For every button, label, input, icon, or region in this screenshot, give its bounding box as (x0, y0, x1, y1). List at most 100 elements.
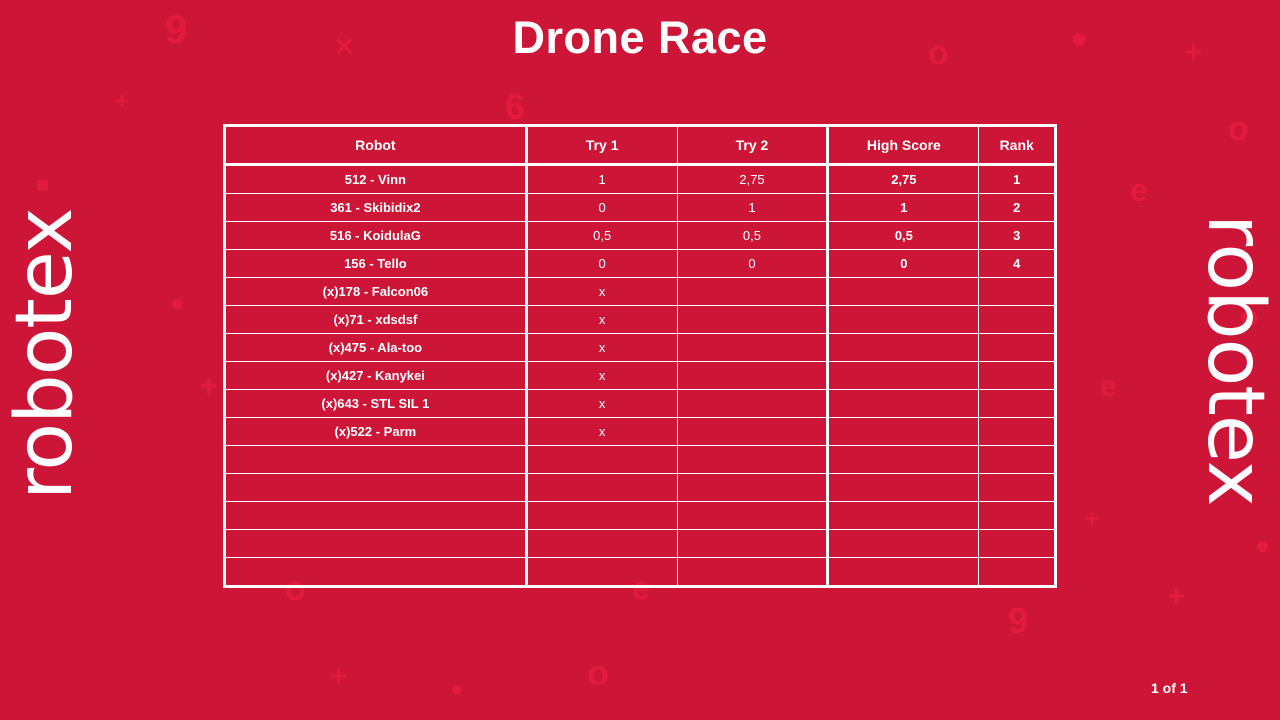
table-row: 512 - Vinn 1 2,75 2,75 1 (224, 164, 1056, 194)
cell-high-score (827, 277, 980, 306)
cell-rank (978, 473, 1056, 502)
cell-robot (224, 529, 528, 558)
cell-try2 (676, 557, 830, 587)
cell-try2 (676, 445, 830, 474)
cell-high-score (827, 445, 980, 474)
cell-try1: x (525, 361, 678, 390)
header-robot: Robot (224, 125, 528, 166)
cell-try2: 1 (676, 193, 830, 222)
table-row: (x)178 - Falcon06 x (224, 277, 1056, 306)
table-row (224, 445, 1056, 474)
table-row: (x)475 - Ala-too x (224, 333, 1056, 362)
cell-robot: 516 - KoidulaG (224, 221, 528, 250)
cell-high-score: 0,5 (827, 221, 980, 250)
table-row (224, 529, 1056, 558)
cell-robot (224, 501, 528, 530)
cell-high-score (827, 529, 980, 558)
cell-try1: 1 (525, 164, 678, 194)
cell-try1: 0 (525, 249, 678, 278)
cell-robot: (x)643 - STL SIL 1 (224, 389, 528, 418)
cell-try1 (525, 529, 678, 558)
cell-try2: 0,5 (676, 221, 830, 250)
cell-try1 (525, 501, 678, 530)
cell-try1: x (525, 389, 678, 418)
cell-try2: 2,75 (676, 164, 830, 194)
cell-try1 (525, 473, 678, 502)
cell-rank (978, 277, 1056, 306)
cell-high-score (827, 557, 980, 587)
cell-rank (978, 305, 1056, 334)
cell-try1: x (525, 417, 678, 446)
cell-rank (978, 333, 1056, 362)
header-rank: Rank (978, 125, 1056, 166)
cell-robot: 361 - Skibidix2 (224, 193, 528, 222)
cell-rank (978, 557, 1056, 587)
table-row: 156 - Tello 0 0 0 4 (224, 249, 1056, 278)
cell-robot: (x)475 - Ala-too (224, 333, 528, 362)
cell-rank (978, 445, 1056, 474)
cell-high-score: 0 (827, 249, 980, 278)
cell-try2 (676, 361, 830, 390)
cell-rank: 4 (978, 249, 1056, 278)
table-row (224, 473, 1056, 502)
header-try1: Try 1 (525, 125, 678, 166)
cell-high-score (827, 361, 980, 390)
cell-rank (978, 361, 1056, 390)
table-row: (x)522 - Parm x (224, 417, 1056, 446)
robotex-logo-left: robotex (0, 208, 90, 500)
table-row (224, 557, 1056, 587)
cell-try2 (676, 333, 830, 362)
cell-high-score (827, 473, 980, 502)
cell-high-score (827, 501, 980, 530)
robotex-logo-right: robotex (1190, 214, 1280, 506)
cell-try1 (525, 557, 678, 587)
cell-robot: 156 - Tello (224, 249, 528, 278)
cell-try2 (676, 305, 830, 334)
cell-try1: x (525, 277, 678, 306)
table-row (224, 501, 1056, 530)
cell-try2 (676, 417, 830, 446)
cell-try1: 0,5 (525, 221, 678, 250)
cell-try2 (676, 473, 830, 502)
cell-try2 (676, 277, 830, 306)
cell-try1: x (525, 305, 678, 334)
cell-robot: (x)427 - Kanykei (224, 361, 528, 390)
cell-rank: 2 (978, 193, 1056, 222)
header-high-score: High Score (827, 125, 980, 166)
cell-robot: (x)178 - Falcon06 (224, 277, 528, 306)
pagination-indicator: 1 of 1 (1151, 680, 1188, 696)
cell-try2 (676, 529, 830, 558)
page-title: Drone Race (512, 12, 768, 63)
cell-high-score (827, 417, 980, 446)
cell-rank (978, 417, 1056, 446)
cell-rank (978, 529, 1056, 558)
table-row: 361 - Skibidix2 0 1 1 2 (224, 193, 1056, 222)
results-table: Robot Try 1 Try 2 High Score Rank 512 - … (223, 124, 1057, 588)
cell-robot (224, 473, 528, 502)
cell-high-score (827, 333, 980, 362)
cell-robot (224, 557, 528, 587)
header-try2: Try 2 (676, 125, 830, 166)
cell-try1: 0 (525, 193, 678, 222)
cell-rank (978, 389, 1056, 418)
cell-high-score (827, 305, 980, 334)
table-row: (x)71 - xdsdsf x (224, 305, 1056, 334)
cell-robot: (x)71 - xdsdsf (224, 305, 528, 334)
cell-rank: 3 (978, 221, 1056, 250)
cell-try1 (525, 445, 678, 474)
cell-try2: 0 (676, 249, 830, 278)
cell-robot: 512 - Vinn (224, 164, 528, 194)
cell-rank: 1 (978, 164, 1056, 194)
table-header-row: Robot Try 1 Try 2 High Score Rank (224, 125, 1056, 166)
table-row: (x)427 - Kanykei x (224, 361, 1056, 390)
cell-high-score: 2,75 (827, 164, 980, 194)
cell-try1: x (525, 333, 678, 362)
cell-robot (224, 445, 528, 474)
cell-rank (978, 501, 1056, 530)
cell-robot: (x)522 - Parm (224, 417, 528, 446)
table-row: 516 - KoidulaG 0,5 0,5 0,5 3 (224, 221, 1056, 250)
cell-try2 (676, 501, 830, 530)
cell-high-score (827, 389, 980, 418)
cell-try2 (676, 389, 830, 418)
